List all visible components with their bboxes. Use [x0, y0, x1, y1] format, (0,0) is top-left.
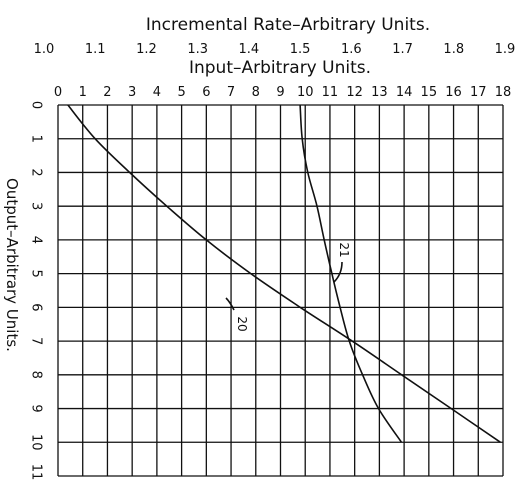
top-axis-ticks: 1.0 1.1 1.2 1.3 1.4 1.5 1.6 1.7 1.8 1.9: [34, 42, 516, 57]
top-axis-tick-label: 1.1: [85, 42, 106, 57]
x-axis-tick-label: 3: [128, 85, 136, 100]
chart-title: Incremental Rate–Arbitrary Units.: [146, 15, 430, 35]
x-axis-tick-label: 14: [396, 85, 413, 100]
x-axis-tick-label: 16: [445, 85, 462, 100]
y-axis-tick-label: 4: [29, 236, 44, 244]
x-axis-label: Input–Arbitrary Units.: [189, 58, 371, 78]
y-axis-tick-label: 9: [29, 404, 44, 412]
top-axis-tick-label: 1.2: [136, 42, 157, 57]
x-axis-tick-label: 1: [79, 85, 87, 100]
x-axis-tick-label: 13: [371, 85, 388, 100]
y-axis-tick-label: 5: [29, 269, 44, 277]
top-axis-tick-label: 1.9: [495, 42, 516, 57]
x-axis-tick-label: 17: [470, 85, 487, 100]
y-axis-ticks: 0 1 2 3 4 5 6 7 8 9 10 11: [29, 101, 44, 480]
top-axis-tick-label: 1.6: [341, 42, 362, 57]
x-axis-tick-label: 2: [103, 85, 111, 100]
x-axis-tick-label: 9: [276, 85, 284, 100]
x-axis-tick-label: 10: [297, 85, 314, 100]
x-axis-tick-label: 7: [227, 85, 235, 100]
y-axis-tick-label: 2: [29, 168, 44, 176]
top-axis-tick-label: 1.5: [290, 42, 311, 57]
curve-21-leader: [333, 261, 343, 283]
top-axis-tick-label: 1.4: [239, 42, 260, 57]
top-axis-tick-label: 1.0: [34, 42, 55, 57]
y-axis-tick-label: 7: [29, 337, 44, 345]
y-axis-label: Output–Arbitrary Units.: [3, 178, 21, 352]
curve-20-label: 20: [235, 316, 249, 331]
x-axis-tick-label: 12: [346, 85, 363, 100]
x-axis-tick-label: 4: [153, 85, 161, 100]
x-axis-tick-label: 6: [202, 85, 210, 100]
y-axis-tick-label: 0: [29, 101, 44, 109]
top-axis-tick-label: 1.3: [187, 42, 208, 57]
x-axis-tick-label: 0: [54, 85, 62, 100]
x-axis-tick-label: 15: [421, 85, 438, 100]
y-axis-tick-label: 10: [29, 434, 44, 451]
x-axis-tick-label: 18: [495, 85, 512, 100]
x-axis-ticks: 0 1 2 3 4 5 6 7 8 9 10 11 12 13 14 15 16 17 18: [54, 85, 511, 100]
y-axis-tick-label: 11: [29, 464, 44, 481]
curve-21: [299, 104, 403, 443]
top-axis-tick-label: 1.8: [443, 42, 464, 57]
curve-21-label: 21: [337, 242, 351, 257]
grid: [57, 104, 504, 477]
y-axis-tick-label: 1: [29, 135, 44, 143]
y-axis-tick-label: 8: [29, 371, 44, 379]
x-axis-tick-label: 8: [252, 85, 260, 100]
curve-20: [67, 104, 501, 443]
x-axis-tick-label: 5: [177, 85, 185, 100]
top-axis-tick-label: 1.7: [392, 42, 413, 57]
y-axis-tick-label: 3: [29, 202, 44, 210]
x-axis-tick-label: 11: [322, 85, 339, 100]
curve-20-leader: [225, 297, 235, 311]
y-axis-tick-label: 6: [29, 303, 44, 311]
